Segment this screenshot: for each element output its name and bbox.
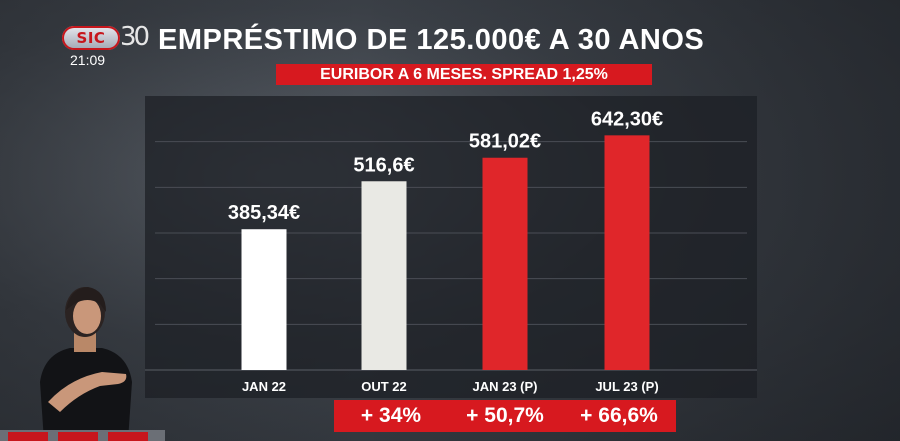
value-label: 385,34€	[228, 202, 300, 224]
chart-subtitle: EURIBOR A 6 MESES. SPREAD 1,25%	[276, 64, 652, 85]
logo-text: SIC	[76, 29, 106, 47]
bar	[604, 135, 650, 370]
bar-chart: 385,34€ JAN 22 516,6€ OUT 22 581,02€ JAN 23 (…	[145, 108, 757, 394]
value-label: 516,6€	[353, 154, 414, 176]
category-label: OUT 22	[361, 379, 407, 394]
value-label: 642,30€	[591, 108, 663, 130]
ticker-strip	[0, 430, 165, 441]
bar	[241, 229, 287, 370]
category-label: JAN 22	[242, 379, 286, 394]
category-label: JAN 23 (P)	[472, 379, 537, 394]
anniversary-logo: 30	[120, 22, 150, 52]
value-label: 581,02€	[469, 131, 541, 153]
bar	[361, 181, 407, 370]
change-label: + 66,6%	[580, 404, 658, 427]
broadcast-clock: 21:09	[70, 52, 106, 68]
change-strip: + 34% + 50,7% + 66,6%	[334, 400, 676, 432]
sic-logo: SIC	[62, 26, 120, 50]
category-label: JUL 23 (P)	[595, 379, 658, 394]
change-label: + 50,7%	[466, 404, 544, 427]
bar	[482, 157, 528, 370]
chart-title: EMPRÉSTIMO DE 125.000€ A 30 ANOS	[158, 24, 705, 56]
sign-language-interpreter	[40, 287, 132, 441]
change-label: + 34%	[360, 404, 422, 427]
